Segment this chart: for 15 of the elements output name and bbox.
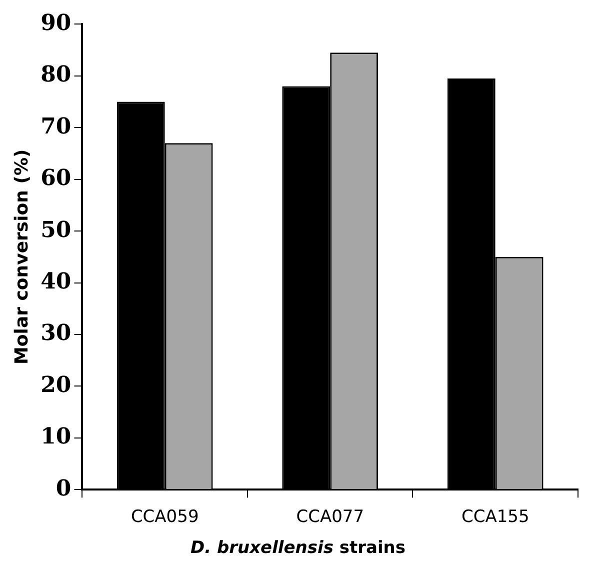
y-tick-label: 0: [56, 475, 72, 502]
y-tick-label: 90: [40, 10, 72, 36]
x-axis-title: D. bruxellensis strains: [189, 538, 407, 558]
y-tick-label: 70: [40, 113, 72, 140]
x-tick-label: CCA155: [461, 507, 530, 528]
y-tick-label: 60: [40, 165, 72, 192]
y-tick-label: 40: [40, 268, 72, 294]
x-tick-label: CCA059: [130, 507, 199, 528]
y-axis-title: Molar conversion (%): [11, 149, 32, 365]
y-tick-label: 20: [40, 372, 72, 398]
y-tick-label: 10: [40, 424, 72, 450]
y-tick-label: 30: [40, 320, 72, 346]
x-tick-label: CCA077: [296, 507, 364, 528]
y-tick-label: 80: [40, 62, 72, 88]
y-tick-label: 50: [40, 216, 72, 243]
